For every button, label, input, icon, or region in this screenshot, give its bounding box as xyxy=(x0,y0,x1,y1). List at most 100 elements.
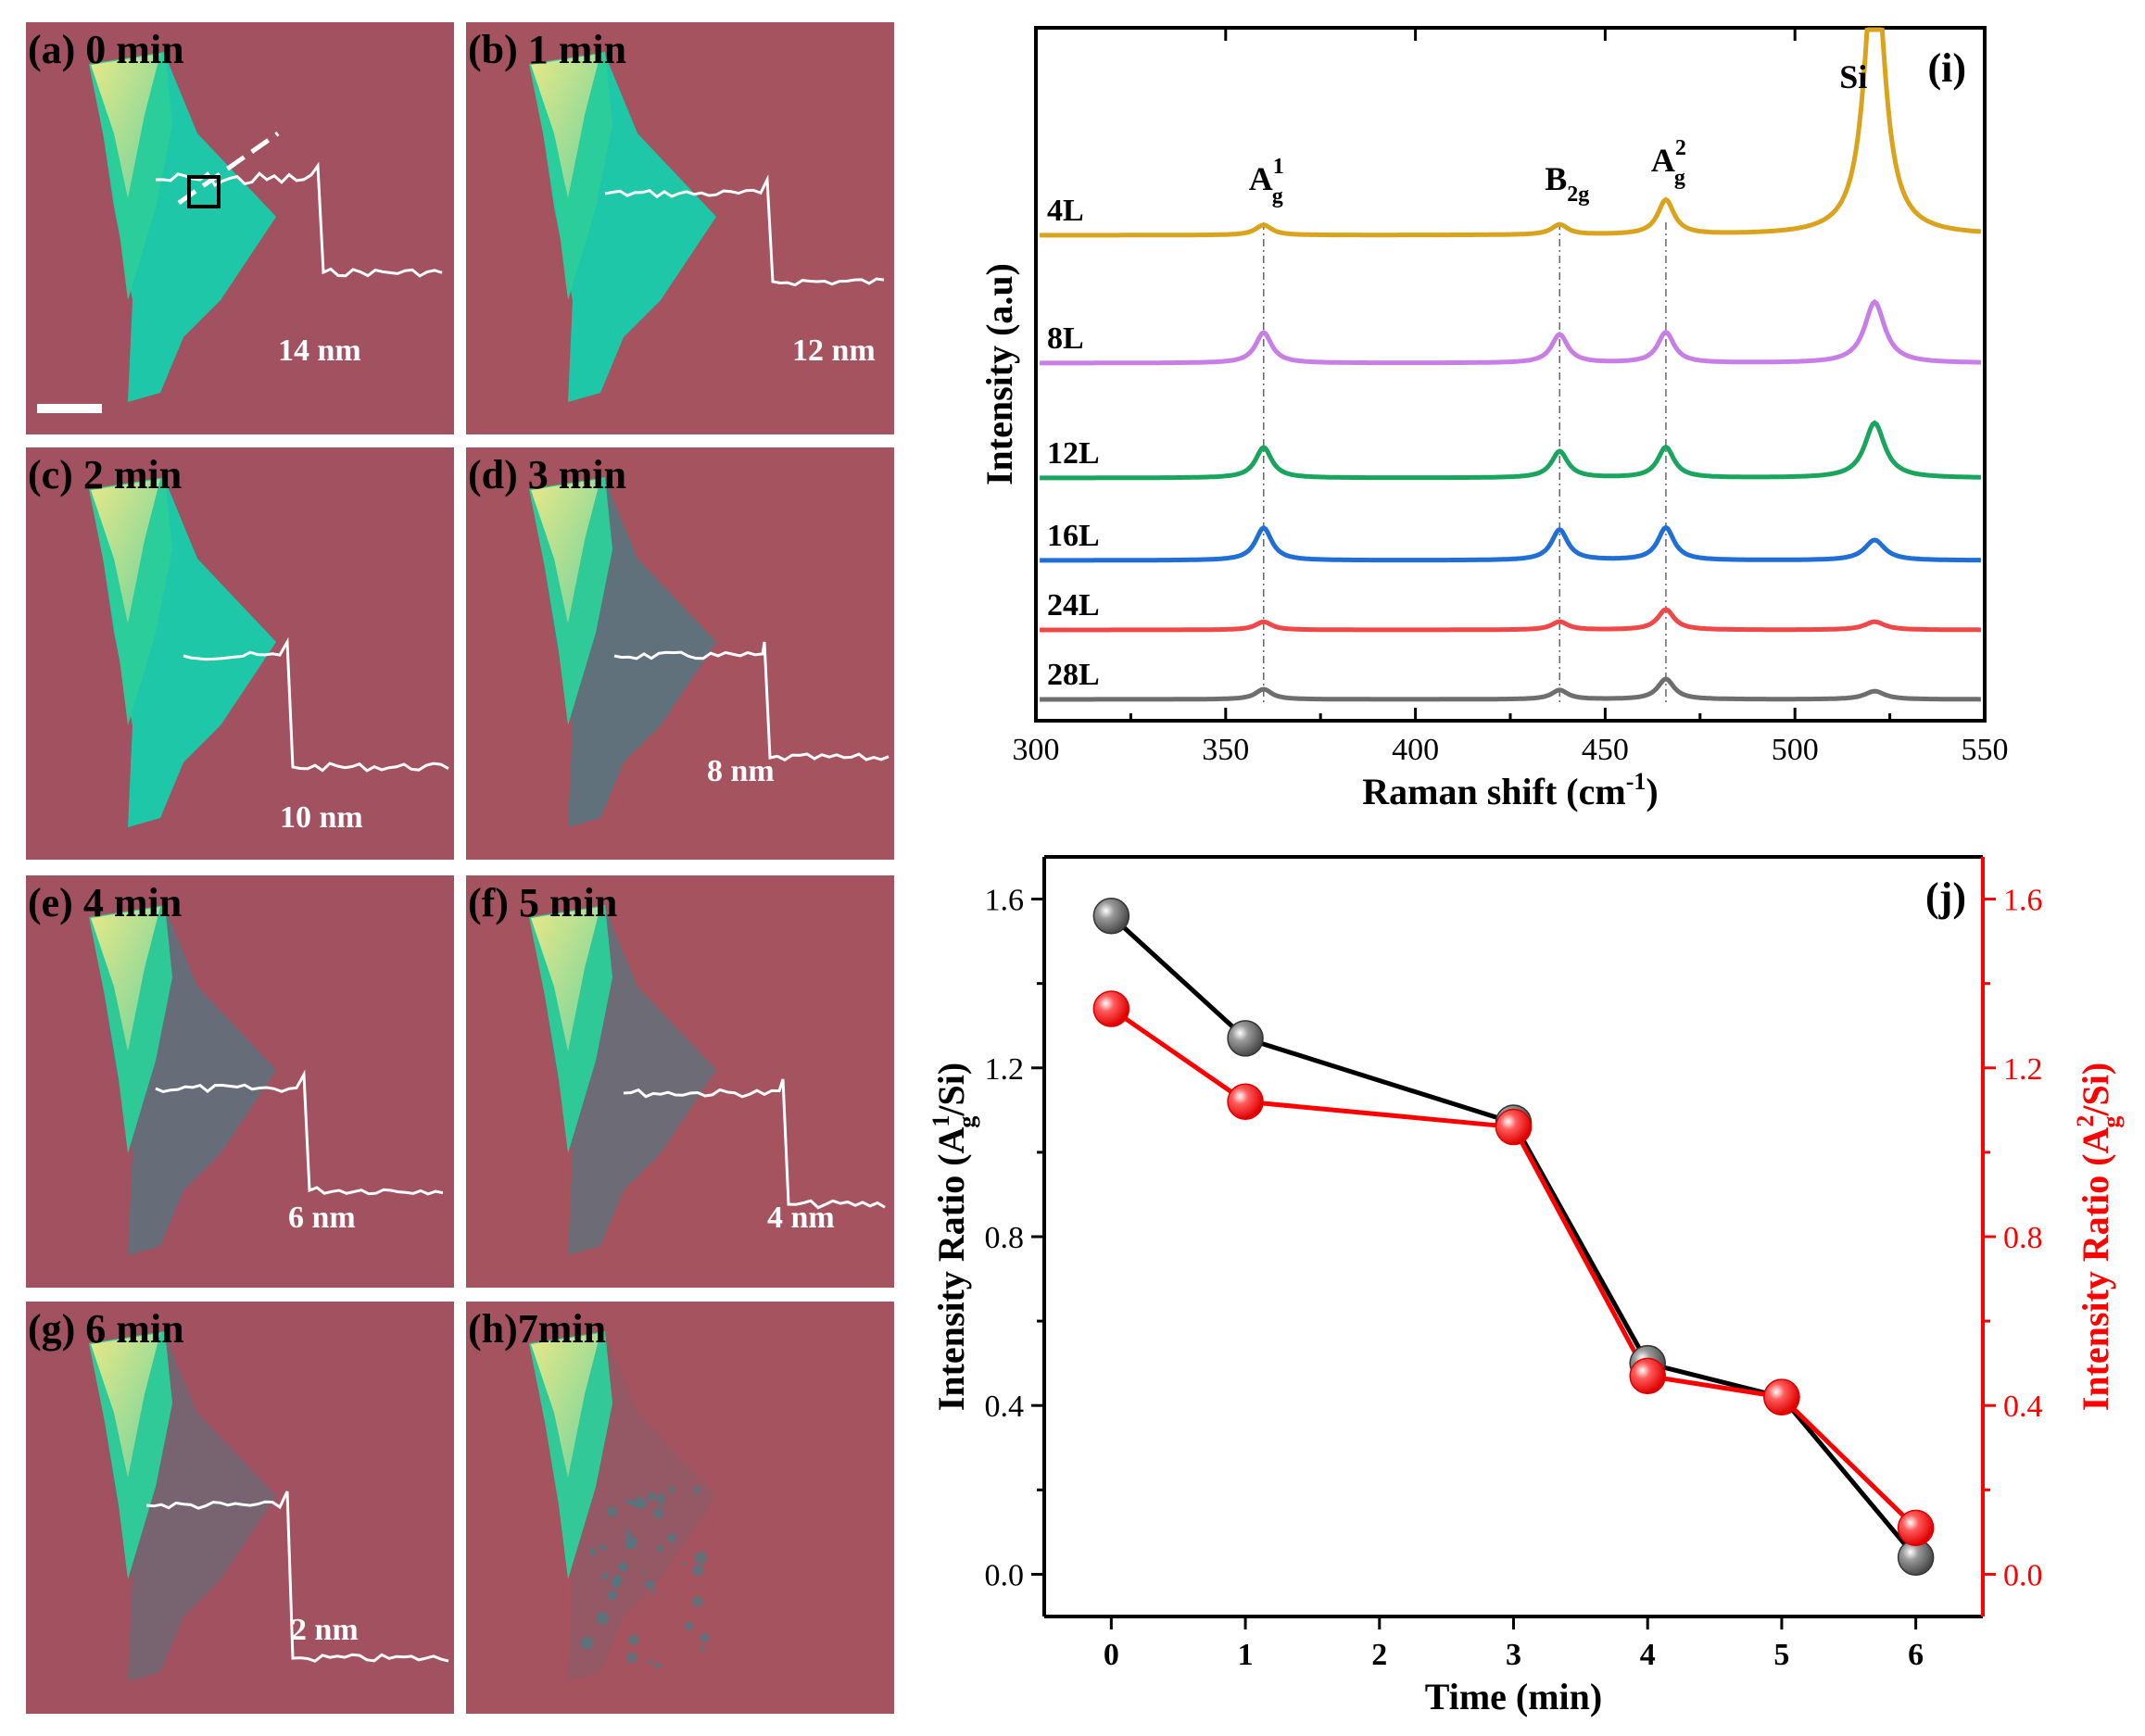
flake-remnant xyxy=(648,1659,653,1665)
flake-remnant xyxy=(628,1634,639,1645)
series-label: 24L xyxy=(1047,588,1100,623)
selection-box xyxy=(187,175,221,208)
flake-remnant xyxy=(626,1499,632,1505)
flake-remnant xyxy=(607,1590,618,1601)
panel-label: (h)7min xyxy=(468,1306,606,1352)
panel-label-j: (j) xyxy=(1925,874,1966,920)
y-axis-label-right: Intensity Ratio (A2g/Si) xyxy=(2072,1063,2125,1411)
flake-remnant xyxy=(601,1545,607,1551)
x-tick-label: 450 xyxy=(1582,733,1629,767)
y-tick-label-left: 1.2 xyxy=(985,1052,1025,1087)
flake-remnant xyxy=(601,1573,609,1580)
panel-label: (f) 5 min xyxy=(468,880,617,925)
x-tick-label: 0 xyxy=(1104,1638,1119,1672)
thickness-label: 14 nm xyxy=(278,333,361,368)
thickness-label: 2 nm xyxy=(291,1613,359,1647)
flake-remnant xyxy=(659,1503,663,1508)
panel-label: (c) 2 min xyxy=(28,452,182,497)
ratio-point-1 xyxy=(1227,1083,1264,1120)
flake-thickest-region xyxy=(531,479,600,623)
ratio-point-1 xyxy=(1495,1108,1533,1146)
y-tick-label-right: 1.6 xyxy=(2003,884,2043,918)
flake-remnant xyxy=(653,1508,663,1519)
x-tick-label: 350 xyxy=(1202,733,1249,767)
flake-remnant xyxy=(625,1536,637,1549)
height-profile-line xyxy=(145,1491,449,1663)
ratio-point-1 xyxy=(1092,990,1130,1027)
x-axis-label: Time (min) xyxy=(1425,1676,1602,1717)
raman-series-28L xyxy=(1040,676,1981,702)
thickness-label: 4 nm xyxy=(767,1201,835,1235)
flake-remnant xyxy=(699,1632,710,1642)
flake-remnant xyxy=(647,1492,656,1501)
x-tick-label: 2 xyxy=(1371,1638,1387,1672)
afm-panel-0: (a) 0 min 14 nm xyxy=(26,22,454,434)
plot-frame xyxy=(1034,26,1987,723)
y-tick-label-left: 0.4 xyxy=(985,1390,1025,1424)
y-tick-label-right: 0.0 xyxy=(2003,1558,2043,1592)
x-axis-label: Raman shift (cm-1) xyxy=(1362,768,1658,812)
raman-series-8L xyxy=(1040,298,1981,366)
flake-remnant xyxy=(643,1569,648,1574)
flake-thickest-region xyxy=(531,54,600,198)
flake-thickest-region xyxy=(91,907,160,1051)
flake-remnant xyxy=(606,1506,617,1517)
thickness-label: 10 nm xyxy=(280,800,363,835)
panel-label: (b) 1 min xyxy=(468,27,626,72)
ratio-point-1 xyxy=(1629,1357,1666,1395)
ratio-point-1 xyxy=(1897,1509,1935,1547)
flake-thickest-region xyxy=(531,907,600,1051)
flake-remnant xyxy=(700,1646,705,1652)
x-tick-label: 1 xyxy=(1238,1638,1254,1672)
peak-label: A2 g xyxy=(1651,136,1686,190)
height-profile-line xyxy=(155,1069,444,1196)
raman-series-12L xyxy=(1040,420,1981,481)
thickness-label: 6 nm xyxy=(288,1201,356,1235)
flake-remnant xyxy=(612,1574,623,1583)
profile-path-line xyxy=(177,131,280,206)
x-tick-label: 4 xyxy=(1640,1638,1656,1672)
flake-remnant xyxy=(626,1652,637,1664)
panel-label: (g) 6 min xyxy=(28,1306,184,1352)
y-tick-label-left: 0.0 xyxy=(985,1558,1025,1592)
x-tick-label: 3 xyxy=(1506,1638,1521,1672)
y-tick-label-left: 1.6 xyxy=(985,884,1025,918)
flake-remnant xyxy=(588,1548,597,1556)
flake-thickest-region xyxy=(531,1333,600,1478)
x-tick-label: 6 xyxy=(1908,1638,1924,1672)
flake-remnant xyxy=(633,1496,646,1509)
peak-label: Si xyxy=(1839,58,1867,95)
x-tick-label: 300 xyxy=(1013,733,1060,767)
series-label: 4L xyxy=(1047,194,1084,228)
ratio-point-0 xyxy=(1092,898,1130,935)
y-tick-label-right: 0.8 xyxy=(2003,1221,2043,1255)
flake-remnant xyxy=(668,1486,675,1492)
x-tick-label: 500 xyxy=(1772,733,1819,767)
flake-remnant xyxy=(656,1545,663,1553)
flake-remnant xyxy=(643,1502,648,1506)
height-profile-line xyxy=(604,174,885,287)
flake-thickest-region xyxy=(91,479,160,623)
y-tick-label-left: 0.8 xyxy=(985,1221,1025,1255)
flake-thickest-region xyxy=(91,54,160,198)
afm-panel-7: (h)7min xyxy=(466,1302,894,1714)
raman-chart: 300 350 400 450 500 550 Raman shift (cm-1) Inte… xyxy=(978,26,2009,812)
flake-remnant xyxy=(650,1589,656,1595)
raman-series-16L xyxy=(1040,524,1982,563)
flake-remnant xyxy=(645,1579,655,1590)
flake-remnant xyxy=(693,1487,700,1494)
panel-label: (a) 0 min xyxy=(28,27,184,72)
flake-remnant xyxy=(618,1562,629,1572)
afm-panel-2: (c) 2 min 10 nm xyxy=(26,447,454,860)
height-profile-line xyxy=(183,636,449,773)
flake-remnant xyxy=(625,1529,632,1536)
series-label: 12L xyxy=(1047,436,1100,471)
ratio-line-1 xyxy=(1109,1006,1918,1530)
flake-remnant xyxy=(667,1533,676,1543)
y-tick-label-right: 0.4 xyxy=(2003,1390,2043,1424)
x-tick-label: 550 xyxy=(1962,733,2009,767)
afm-panel-3: (d) 3 min 8 nm xyxy=(466,447,894,860)
flake-remnant xyxy=(580,1636,594,1650)
ratio-point-1 xyxy=(1763,1378,1800,1415)
afm-panel-5: (f) 5 min 4 nm xyxy=(466,875,894,1288)
